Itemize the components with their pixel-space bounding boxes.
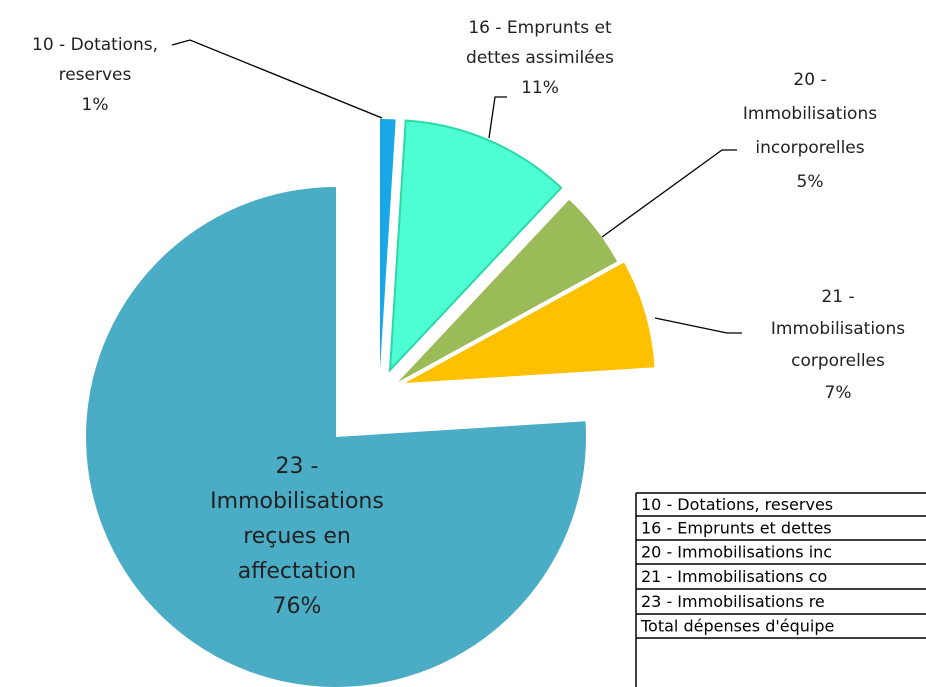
slice-value-label: 76% bbox=[273, 594, 322, 619]
slice-label: corporelles bbox=[791, 351, 885, 371]
slice-label: Immobilisations bbox=[771, 319, 905, 339]
table-cell: 20 - Immobilisations inc bbox=[641, 543, 832, 562]
table-cell: Total dépenses d'équipe bbox=[640, 617, 834, 636]
slice-label: 20 - bbox=[793, 70, 826, 90]
slice-label: affectation bbox=[238, 559, 357, 584]
leader-line bbox=[601, 149, 737, 238]
pie-slice bbox=[388, 119, 563, 373]
slice-label: 16 - Emprunts et bbox=[468, 18, 612, 38]
table-cell: 16 - Emprunts et dettes bbox=[641, 519, 832, 538]
slice-label: 21 - bbox=[821, 287, 854, 307]
leader-lines bbox=[171, 39, 742, 334]
pie-slice bbox=[380, 119, 396, 369]
slice-label: incorporelles bbox=[755, 138, 864, 158]
slice-value-label: 5% bbox=[797, 172, 824, 192]
slice-label: Immobilisations bbox=[210, 489, 384, 514]
slice-label: 23 - bbox=[276, 454, 319, 479]
table-cell: 10 - Dotations, reserves bbox=[641, 495, 833, 514]
pie-slice bbox=[85, 187, 586, 687]
leader-line bbox=[654, 317, 742, 334]
pie-slice bbox=[398, 199, 618, 382]
slice-value-label: 11% bbox=[521, 78, 559, 98]
table-cell: 21 - Immobilisations co bbox=[641, 567, 827, 586]
leader-line bbox=[171, 39, 383, 119]
table-cell: 23 - Immobilisations re bbox=[641, 592, 825, 611]
slice-label: reserves bbox=[59, 65, 132, 85]
slice-value-label: 1% bbox=[82, 95, 109, 115]
slice-label: Immobilisations bbox=[743, 104, 877, 124]
slice-label: dettes assimilées bbox=[466, 48, 614, 68]
table: 10 - Dotations, reserves 16 - Emprunts et… bbox=[635, 492, 926, 687]
slice-value-label: 7% bbox=[825, 383, 852, 403]
leader-line bbox=[488, 96, 507, 139]
pie-slice bbox=[405, 262, 655, 383]
slice-label: reçues en bbox=[243, 524, 351, 549]
slice-label: 10 - Dotations, bbox=[32, 35, 158, 55]
